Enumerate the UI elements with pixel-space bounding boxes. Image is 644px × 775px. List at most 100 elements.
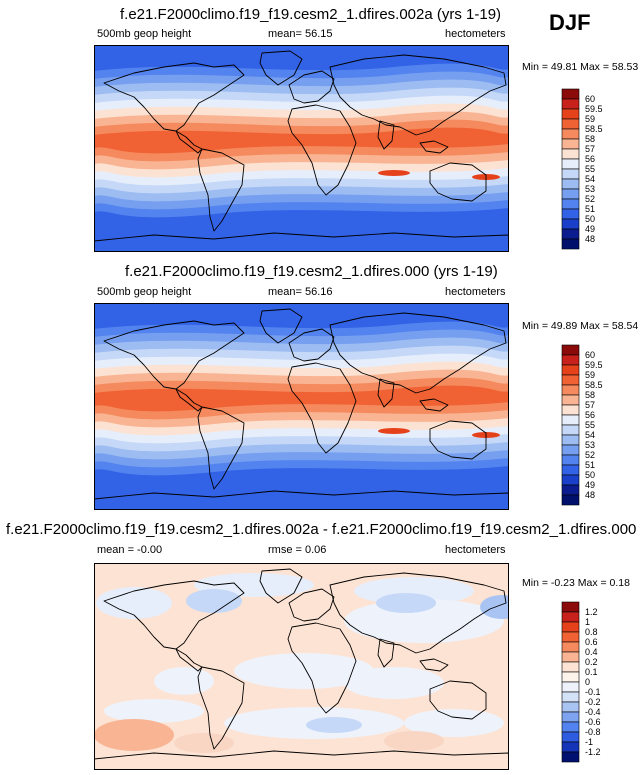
panel-1-units-label: hectometers (445, 28, 506, 40)
colorbar-tick-label: 0.6 (585, 637, 598, 647)
panel-2-variable-label: 500mb geop height (97, 286, 192, 298)
diff-region (154, 667, 214, 695)
colorbar-swatch (561, 641, 580, 653)
colorbar-tick-label: 51 (585, 204, 595, 214)
colorbar-tick-label: 1 (585, 617, 590, 627)
continent-outline (429, 162, 487, 202)
continent-outline (377, 638, 395, 668)
colorbar-tick-label: 55 (585, 164, 595, 174)
panel-2-minmax: Min = 49.89 Max = 58.54 (522, 320, 639, 332)
colorbar-swatch (561, 218, 580, 230)
colorbar-tick-label: 58 (585, 134, 595, 144)
continent-outline (288, 70, 335, 104)
continent-outline (175, 130, 203, 154)
colorbar-swatch (561, 168, 580, 180)
map-frame (94, 563, 509, 770)
panel-3-colorbar: 1.210.80.60.40.20.10-0.1-0.2-0.4-0.6-0.8… (561, 601, 601, 763)
colorbar-swatch (561, 414, 580, 426)
continent-outline (288, 328, 335, 362)
colorbar-swatch (561, 88, 580, 100)
colorbar-swatch (561, 178, 580, 190)
colorbar-swatch (561, 494, 580, 506)
colorbar-swatch (561, 98, 580, 110)
diff-region (344, 667, 444, 699)
diff-region (306, 717, 362, 733)
continent-outline (287, 104, 357, 196)
colorbar-swatch (561, 354, 580, 366)
colorbar-swatch (561, 108, 580, 120)
colorbar-swatch (561, 138, 580, 150)
continent-outline (175, 388, 203, 412)
colorbar-swatch (561, 158, 580, 170)
continent-outline (419, 140, 449, 154)
colorbar-swatch (561, 228, 580, 240)
colorbar-tick-label: 53 (585, 440, 595, 450)
colorbar-tick-label: 56 (585, 154, 595, 164)
colorbar-tick-label: 59.5 (585, 104, 603, 114)
panel-3-title: f.e21.F2000climo.f19_f19.cesm2_1.dfires.… (6, 521, 637, 538)
colorbar-tick-label: -1.2 (585, 747, 601, 757)
diff-region (174, 733, 234, 753)
colorbar-swatch (561, 188, 580, 200)
panel-1-mean-label: mean= 56.15 (268, 28, 333, 40)
colorbar-tick-label: 51 (585, 460, 595, 470)
colorbar-tick-label: 59 (585, 114, 595, 124)
colorbar-swatch (561, 721, 580, 733)
colorbar-swatch (561, 424, 580, 436)
continent-outline (197, 148, 245, 232)
panel-3-mean-label: mean = -0.00 (97, 544, 163, 556)
colorbar-tick-label: 50 (585, 470, 595, 480)
continent-outline (197, 406, 245, 490)
colorbar-swatch (561, 711, 580, 723)
panel-3-map (94, 563, 509, 770)
panel-3-minmax: Min = -0.23 Max = 0.18 (522, 577, 630, 589)
colorbar-tick-label: -1 (585, 737, 593, 747)
panel-3-units-label: hectometers (445, 544, 506, 556)
diff-region (234, 653, 374, 689)
colorbar-tick-label: 48 (585, 234, 595, 244)
colorbar-tick-label: 53 (585, 184, 595, 194)
colorbar-tick-label: 58.5 (585, 124, 603, 134)
colorbar-swatch (561, 344, 580, 356)
colorbar-tick-label: -0.6 (585, 717, 601, 727)
colorbar-swatch (561, 198, 580, 210)
colorbar-swatch (561, 661, 580, 673)
continent-outline (287, 622, 357, 714)
continent-outline (94, 232, 509, 252)
continent-outline (329, 572, 507, 654)
diff-region (404, 709, 504, 737)
colorbar-tick-label: 58.5 (585, 380, 603, 390)
colorbar-tick-label: -0.8 (585, 727, 601, 737)
colorbar-tick-label: 57 (585, 400, 595, 410)
colorbar-tick-label: 0.2 (585, 657, 598, 667)
contour-blob (378, 428, 410, 434)
colorbar-swatch (561, 238, 580, 250)
colorbar-swatch (561, 631, 580, 643)
panel-3-rmse-label: rmse = 0.06 (268, 544, 327, 556)
colorbar-swatch (561, 384, 580, 396)
colorbar-tick-label: 59 (585, 370, 595, 380)
colorbar-tick-label: 49 (585, 480, 595, 490)
colorbar-swatch (561, 731, 580, 743)
contour-blob (378, 170, 410, 176)
colorbar-tick-label: 57 (585, 144, 595, 154)
continent-outline (329, 54, 507, 136)
colorbar-swatch (561, 208, 580, 220)
colorbar-swatch (561, 611, 580, 623)
continent-outline (259, 568, 303, 604)
colorbar-swatch (561, 444, 580, 456)
continent-outline (197, 666, 245, 750)
map-frame (94, 45, 509, 252)
colorbar-swatch (561, 394, 580, 406)
colorbar-tick-label: 52 (585, 194, 595, 204)
colorbar-tick-label: 54 (585, 430, 595, 440)
colorbar-swatch (561, 148, 580, 160)
colorbar-tick-label: 60 (585, 94, 595, 104)
continent-outline (288, 588, 335, 622)
continent-outline (429, 680, 487, 720)
colorbar-swatch (561, 128, 580, 140)
continent-outline (103, 320, 245, 390)
colorbar-swatch (561, 671, 580, 683)
panel-2-map (94, 303, 509, 510)
diff-region (376, 593, 436, 613)
